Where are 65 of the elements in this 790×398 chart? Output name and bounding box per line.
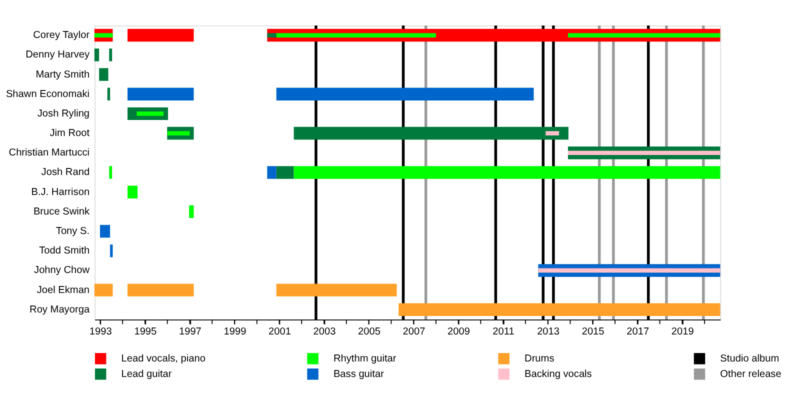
bar <box>99 68 108 81</box>
legend-label: Lead guitar <box>121 368 172 380</box>
bar <box>94 48 100 62</box>
bar <box>107 88 110 100</box>
legend-label: Drums <box>524 353 554 364</box>
bar <box>294 166 720 179</box>
x-tick-label: 2005 <box>358 326 381 338</box>
bar <box>276 166 294 179</box>
bar <box>267 166 276 179</box>
bar <box>100 224 110 238</box>
x-tick-label: 2011 <box>492 326 515 338</box>
bar <box>189 205 194 218</box>
bar <box>276 88 534 100</box>
legend-label: Bass guitar <box>333 368 385 380</box>
x-tick-label: 1995 <box>134 326 158 338</box>
x-tick-label: 2003 <box>313 326 336 338</box>
x-tick-label: 2013 <box>537 326 560 338</box>
x-tick-label: 1993 <box>89 326 112 338</box>
y-tick-label: Bruce Swink <box>33 206 91 218</box>
bar <box>136 112 164 116</box>
bar <box>294 126 568 140</box>
bar <box>128 28 194 42</box>
bar <box>128 284 194 296</box>
legend-label: Backing vocals <box>524 368 592 380</box>
bar <box>128 186 138 198</box>
x-tick-label: 2007 <box>402 326 426 338</box>
bar <box>398 303 720 316</box>
bar <box>109 48 112 62</box>
x-tick-label: 2019 <box>671 326 694 338</box>
y-tick-label: Shawn Economaki <box>6 88 90 100</box>
y-tick-label: Marty Smith <box>36 69 90 80</box>
x-tick-label: 1997 <box>178 326 202 338</box>
y-tick-label: Josh Ryling <box>37 108 90 120</box>
y-tick-label: Roy Mayorga <box>30 304 90 316</box>
bar <box>538 268 720 273</box>
bar <box>276 284 397 296</box>
legend-label: Other release <box>720 368 782 380</box>
bar <box>568 33 720 38</box>
x-tick-label: 2015 <box>582 326 605 338</box>
y-tick-label: Josh Rand <box>41 167 90 178</box>
x-tick-label: 1999 <box>224 326 247 338</box>
x-tick-label: 2009 <box>448 326 470 338</box>
bar <box>109 166 112 179</box>
y-tick-label: Christian Martucci <box>8 148 90 159</box>
bar <box>546 131 560 136</box>
y-tick-label: Denny Harvey <box>26 50 90 61</box>
bar <box>568 150 720 156</box>
y-tick-label: B.J. Harrison <box>31 186 90 198</box>
x-tick-label: 2001 <box>268 326 292 338</box>
x-tick-label: 2017 <box>626 326 650 338</box>
bar <box>167 131 190 136</box>
y-tick-label: Joel Ekman <box>36 284 90 296</box>
legend-label: Studio album <box>720 353 780 364</box>
bar <box>110 244 113 258</box>
bar <box>128 88 194 100</box>
y-tick-label: Johny Chow <box>34 265 90 276</box>
y-tick-label: Todd Smith <box>39 246 90 257</box>
legend-label: Lead vocals, piano <box>121 353 206 364</box>
y-tick-label: Tony S. <box>56 226 90 238</box>
bar <box>94 33 113 38</box>
y-tick-label: Corey Taylor <box>33 30 90 42</box>
legend-label: Rhythm guitar <box>333 353 397 364</box>
y-tick-label: Jim Root <box>50 128 90 140</box>
bar <box>276 33 436 38</box>
bar <box>94 284 113 296</box>
